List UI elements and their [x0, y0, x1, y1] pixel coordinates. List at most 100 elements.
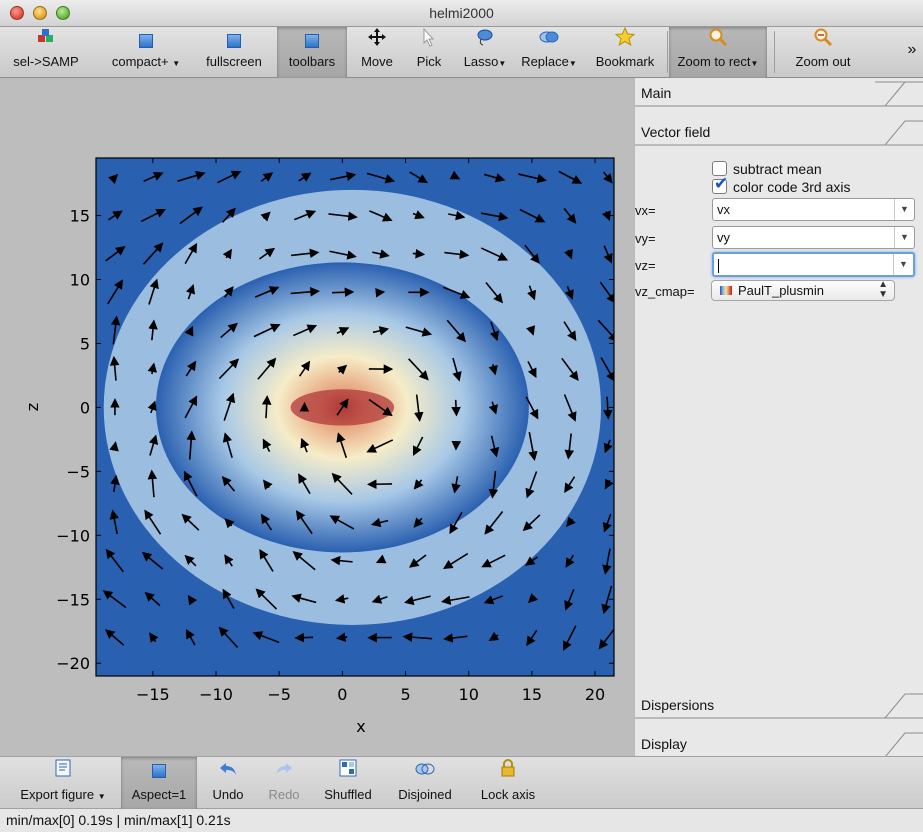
sel-samp-button[interactable]: sel->SAMP — [2, 27, 90, 78]
square-icon — [152, 764, 166, 778]
tab-dispersions-label: Dispersions — [641, 697, 715, 713]
vz-combobox[interactable]: ▼ — [712, 252, 915, 277]
vector-arrow — [142, 242, 164, 265]
vector-arrow — [331, 287, 355, 298]
close-window-button[interactable] — [10, 6, 24, 20]
vx-value: vx — [717, 202, 730, 217]
zoom-to-rect-button[interactable]: Zoom to rect▼ — [669, 27, 767, 78]
tab-dispersions[interactable]: Dispersions — [635, 690, 923, 720]
dropdown-arrow-icon: ▼ — [97, 792, 106, 801]
bookmark-button[interactable]: Bookmark — [588, 26, 662, 78]
square-icon — [305, 34, 319, 48]
shuffled-button[interactable]: Shuffled — [315, 757, 381, 809]
vector-arrow — [179, 206, 203, 225]
vector-arrow — [448, 210, 466, 221]
minimize-window-button[interactable] — [33, 6, 47, 20]
move-button[interactable]: Move — [351, 27, 403, 78]
pick-button[interactable]: Pick — [405, 27, 453, 78]
vector-arrow — [563, 625, 577, 651]
vector-arrow — [370, 517, 389, 528]
vector-arrow — [260, 172, 274, 182]
pointer-icon — [405, 27, 453, 53]
status-bar: min/max[0] 0.19s | min/max[1] 0.21s — [0, 809, 923, 832]
updown-arrows-icon: ▲ ▼ — [878, 279, 888, 300]
vy-combobox[interactable]: vy ▼ — [712, 226, 915, 249]
lock-axis-button[interactable]: Lock axis — [472, 757, 544, 809]
tab-main[interactable]: Main — [635, 78, 923, 108]
vector-field — [102, 170, 614, 651]
vector-arrow — [329, 515, 355, 530]
x-tick-label: 0 — [337, 685, 347, 704]
aspect-button[interactable]: Aspect=1 — [121, 757, 197, 809]
vector-arrow — [602, 171, 613, 184]
vy-label: vy= — [635, 231, 656, 246]
y-axis-title: z — [23, 403, 42, 411]
vector-arrow — [480, 247, 509, 261]
vector-arrow — [525, 471, 538, 499]
vector-arrow — [222, 588, 235, 609]
window-title: helmi2000 — [429, 5, 494, 21]
vector-arrow — [368, 398, 393, 417]
samp-icon — [2, 27, 90, 53]
vector-arrow — [443, 633, 468, 643]
x-tick-label: 15 — [522, 685, 542, 704]
vz-cmap-select[interactable]: PaulT_plusmin ▲ ▼ — [711, 280, 895, 301]
tab-vector-field[interactable]: Vector field — [635, 117, 923, 147]
vector-arrow — [527, 592, 539, 604]
undo-button[interactable]: Undo — [203, 757, 253, 809]
vector-arrow — [564, 433, 575, 460]
fullscreen-button[interactable]: fullscreen — [196, 27, 272, 78]
color-code-3rd-axis-checkbox[interactable] — [712, 174, 728, 194]
tab-display[interactable]: Display — [635, 729, 923, 759]
vx-combobox[interactable]: vx ▼ — [712, 198, 915, 221]
vector-arrow — [187, 594, 198, 606]
replace-button[interactable]: Replace▼ — [517, 27, 581, 78]
vector-arrow — [148, 278, 159, 305]
vector-arrow — [602, 513, 612, 533]
toolbars-button[interactable]: toolbars — [277, 27, 347, 78]
density-vector-plot[interactable]: −15 −10 −5 0 5 10 15 20 15 10 5 0 −5 −10 −15 −20 x z — [0, 78, 634, 756]
vector-arrow — [105, 548, 124, 573]
vector-arrow — [222, 432, 233, 458]
redo-button[interactable]: Redo — [259, 757, 309, 809]
x-tick-label: 20 — [585, 685, 605, 704]
zoom-out-button[interactable]: Zoom out — [782, 27, 864, 78]
vector-arrow — [563, 248, 573, 260]
vector-arrow — [412, 436, 424, 456]
chevron-down-icon[interactable]: ▼ — [894, 227, 914, 248]
tab-vector-field-outline — [635, 120, 923, 146]
vector-arrow — [262, 479, 273, 491]
vector-arrow — [528, 431, 538, 461]
vector-arrow — [224, 554, 234, 567]
toolbar-overflow-button[interactable]: » — [907, 41, 917, 58]
vector-arrow — [186, 430, 196, 460]
vector-arrow — [409, 171, 429, 184]
vector-arrow — [518, 173, 547, 184]
lasso-button[interactable]: Lasso▼ — [458, 27, 512, 78]
vector-arrow — [563, 208, 577, 224]
vector-arrow — [336, 327, 350, 336]
export-figure-button[interactable]: Export figure ▼ — [8, 757, 118, 809]
square-icon — [139, 34, 153, 48]
vector-arrow — [298, 172, 312, 182]
compact-button[interactable]: compact+ ▼ — [98, 27, 194, 78]
vector-arrow — [519, 208, 546, 223]
vector-arrow — [221, 475, 236, 492]
vector-arrow — [413, 479, 424, 490]
vector-arrow — [442, 286, 471, 299]
vector-arrow — [336, 364, 348, 375]
vector-arrow — [108, 173, 119, 185]
title-bar: helmi2000 — [0, 0, 923, 27]
vector-arrow — [147, 362, 158, 375]
tab-vector-field-label: Vector field — [641, 124, 711, 140]
chevron-down-icon[interactable]: ▼ — [894, 199, 914, 220]
vector-arrow — [218, 358, 240, 380]
chevron-down-icon[interactable]: ▼ — [893, 254, 913, 275]
vector-arrow — [558, 170, 583, 184]
y-tick-label: 10 — [70, 271, 90, 290]
vector-arrow — [181, 513, 200, 531]
disjoined-button[interactable]: Disjoined — [389, 757, 461, 809]
plot-area[interactable]: −15 −10 −5 0 5 10 15 20 15 10 5 0 −5 −10 −15 −20 x z — [0, 78, 634, 756]
vector-arrow — [107, 210, 123, 221]
zoom-window-button[interactable] — [56, 6, 70, 20]
